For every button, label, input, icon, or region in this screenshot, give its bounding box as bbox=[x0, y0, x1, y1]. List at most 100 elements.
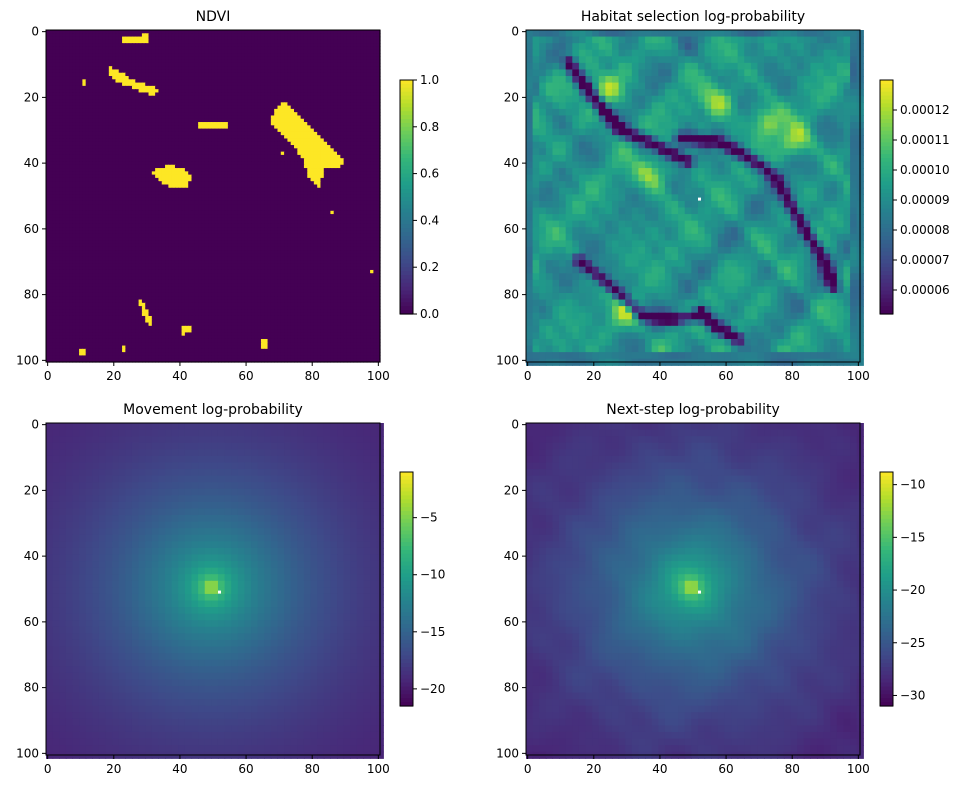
heatmap-cell bbox=[244, 69, 249, 74]
heatmap-cell bbox=[168, 112, 173, 117]
heatmap-cell bbox=[247, 102, 252, 107]
heatmap-cell bbox=[46, 112, 50, 117]
heatmap-cell bbox=[360, 92, 365, 97]
heatmap-cell bbox=[217, 122, 222, 126]
heatmap-cell bbox=[251, 161, 255, 166]
heatmap-cell bbox=[303, 131, 308, 136]
heatmap-cell bbox=[198, 82, 203, 87]
heatmap-cell bbox=[333, 158, 338, 163]
heatmap-cell bbox=[320, 161, 325, 166]
heatmap-cell bbox=[55, 154, 60, 159]
heatmap-cell bbox=[188, 161, 193, 166]
heatmap-cell bbox=[323, 82, 328, 87]
heatmap-cell bbox=[131, 89, 136, 94]
heatmap-cell bbox=[75, 168, 80, 172]
heatmap-cell bbox=[165, 53, 169, 57]
heatmap-cell bbox=[59, 108, 64, 113]
heatmap-cell bbox=[284, 181, 289, 186]
heatmap-cell bbox=[208, 49, 212, 54]
heatmap-cell bbox=[88, 135, 93, 140]
heatmap-cell bbox=[280, 33, 285, 38]
heatmap-cell bbox=[327, 161, 331, 166]
heatmap-cell bbox=[102, 85, 107, 90]
heatmap-cell bbox=[267, 30, 272, 34]
heatmap-cell bbox=[264, 95, 269, 100]
heatmap-cell bbox=[360, 108, 365, 113]
heatmap-cell bbox=[65, 36, 70, 41]
heatmap-cell bbox=[79, 158, 83, 163]
heatmap-cell bbox=[128, 49, 133, 54]
heatmap-cell bbox=[188, 158, 193, 163]
heatmap-cell bbox=[92, 128, 97, 133]
heatmap-cell bbox=[373, 95, 378, 100]
heatmap-cell bbox=[88, 30, 93, 34]
heatmap-cell bbox=[217, 72, 222, 77]
heatmap-cell bbox=[234, 122, 239, 126]
heatmap-cell bbox=[257, 46, 262, 51]
heatmap-cell bbox=[234, 49, 239, 54]
heatmap-cell bbox=[224, 187, 229, 192]
heatmap-cell bbox=[234, 92, 239, 97]
heatmap-cell bbox=[112, 151, 117, 156]
heatmap-cell bbox=[112, 128, 117, 133]
heatmap-cell bbox=[191, 72, 196, 77]
heatmap-cell bbox=[280, 135, 285, 140]
heatmap-cell bbox=[260, 79, 265, 84]
heatmap-cell bbox=[55, 161, 60, 166]
heatmap-cell bbox=[294, 128, 298, 133]
heatmap-cell bbox=[92, 33, 97, 38]
heatmap-cell bbox=[174, 62, 179, 67]
heatmap-cell bbox=[204, 145, 209, 149]
heatmap-cell bbox=[69, 141, 74, 146]
heatmap-cell bbox=[168, 191, 173, 195]
heatmap-cell bbox=[82, 62, 87, 67]
heatmap-cell bbox=[62, 154, 67, 159]
heatmap-cell bbox=[122, 95, 126, 100]
heatmap-cell bbox=[151, 191, 156, 195]
heatmap-cell bbox=[307, 184, 312, 189]
heatmap-cell bbox=[333, 92, 338, 97]
heatmap-cell bbox=[148, 85, 153, 90]
heatmap-cell bbox=[360, 56, 365, 61]
heatmap-cell bbox=[333, 145, 338, 149]
heatmap-cell bbox=[317, 145, 322, 149]
heatmap-cell bbox=[370, 131, 374, 136]
heatmap-cell bbox=[294, 161, 298, 166]
heatmap-cell bbox=[52, 102, 57, 107]
heatmap-cell bbox=[79, 151, 83, 156]
heatmap-cell bbox=[231, 128, 236, 133]
heatmap-cell bbox=[181, 125, 186, 130]
heatmap-cell bbox=[174, 99, 179, 103]
heatmap-cell bbox=[337, 102, 341, 107]
heatmap-cell bbox=[353, 39, 358, 44]
heatmap-cell bbox=[297, 181, 302, 186]
heatmap-cell bbox=[158, 145, 163, 149]
heatmap-cell bbox=[221, 102, 226, 107]
heatmap-cell bbox=[373, 99, 378, 103]
heatmap-cell bbox=[155, 36, 160, 41]
heatmap-cell bbox=[112, 174, 117, 179]
heatmap-cell bbox=[141, 79, 146, 84]
heatmap-cell bbox=[234, 148, 239, 153]
heatmap-cell bbox=[115, 125, 120, 130]
heatmap-cell bbox=[131, 181, 136, 186]
heatmap-cell bbox=[317, 164, 322, 169]
heatmap-cell bbox=[59, 39, 64, 44]
heatmap-cell bbox=[141, 168, 146, 172]
heatmap-cell bbox=[277, 33, 282, 38]
heatmap-cell bbox=[158, 174, 163, 179]
heatmap-cell bbox=[165, 158, 169, 163]
heatmap-cell bbox=[337, 36, 341, 41]
heatmap-cell bbox=[327, 131, 331, 136]
heatmap-cell bbox=[343, 33, 348, 38]
heatmap-cell bbox=[181, 158, 186, 163]
heatmap-cell bbox=[52, 122, 57, 126]
heatmap-cell bbox=[307, 43, 312, 48]
heatmap-cell bbox=[151, 118, 156, 123]
heatmap-cell bbox=[204, 148, 209, 153]
heatmap-cell bbox=[65, 184, 70, 189]
heatmap-cell bbox=[284, 148, 289, 153]
heatmap-cell bbox=[241, 72, 246, 77]
heatmap-cell bbox=[350, 89, 355, 94]
heatmap-cell bbox=[227, 118, 232, 123]
